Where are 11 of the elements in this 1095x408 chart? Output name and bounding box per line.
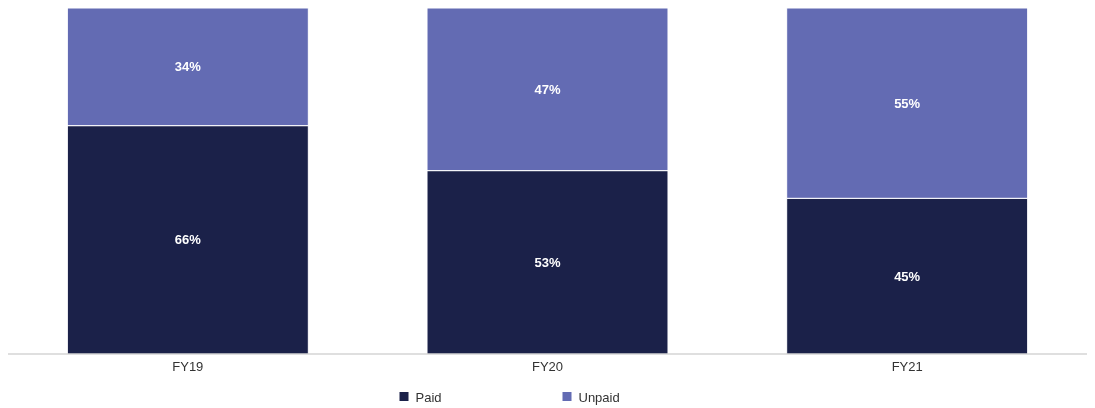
data-label: 55% [894, 95, 921, 111]
x-tick-label: FY21 [891, 359, 923, 374]
x-tick-label: FY19 [172, 359, 204, 374]
legend-label: Unpaid [578, 389, 620, 405]
data-label: 45% [894, 268, 921, 284]
text: Paid [415, 389, 442, 405]
data-label: 53% [534, 254, 561, 270]
data-label: 34% [174, 59, 202, 75]
x-tick-label: FY20 [531, 359, 564, 374]
data-label: 66% [174, 232, 202, 248]
data-label: 47% [534, 81, 561, 97]
